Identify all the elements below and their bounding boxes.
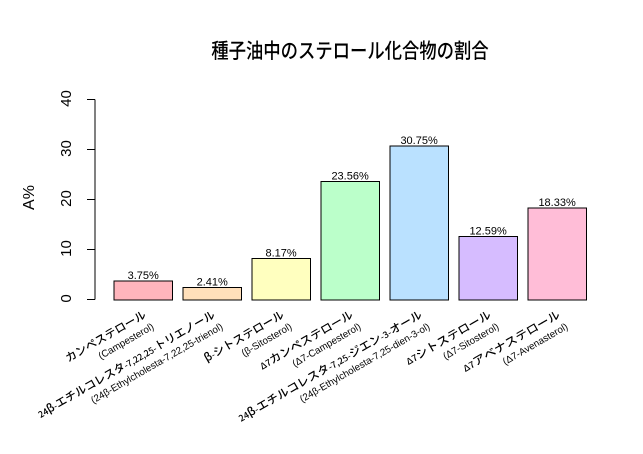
svg-text:23.56%: 23.56% [331, 171, 369, 183]
svg-text:A%: A% [21, 185, 38, 210]
svg-text:2.41%: 2.41% [197, 276, 228, 288]
svg-text:8.17%: 8.17% [265, 248, 296, 260]
svg-text:20: 20 [58, 190, 75, 207]
svg-text:30.75%: 30.75% [400, 135, 438, 147]
svg-text:10: 10 [58, 240, 75, 257]
svg-text:30: 30 [58, 140, 75, 157]
svg-text:3.75%: 3.75% [128, 270, 159, 282]
svg-text:40: 40 [58, 90, 75, 107]
svg-text:18.33%: 18.33% [538, 197, 576, 209]
svg-text:12.59%: 12.59% [469, 226, 507, 238]
svg-text:0: 0 [58, 294, 75, 302]
